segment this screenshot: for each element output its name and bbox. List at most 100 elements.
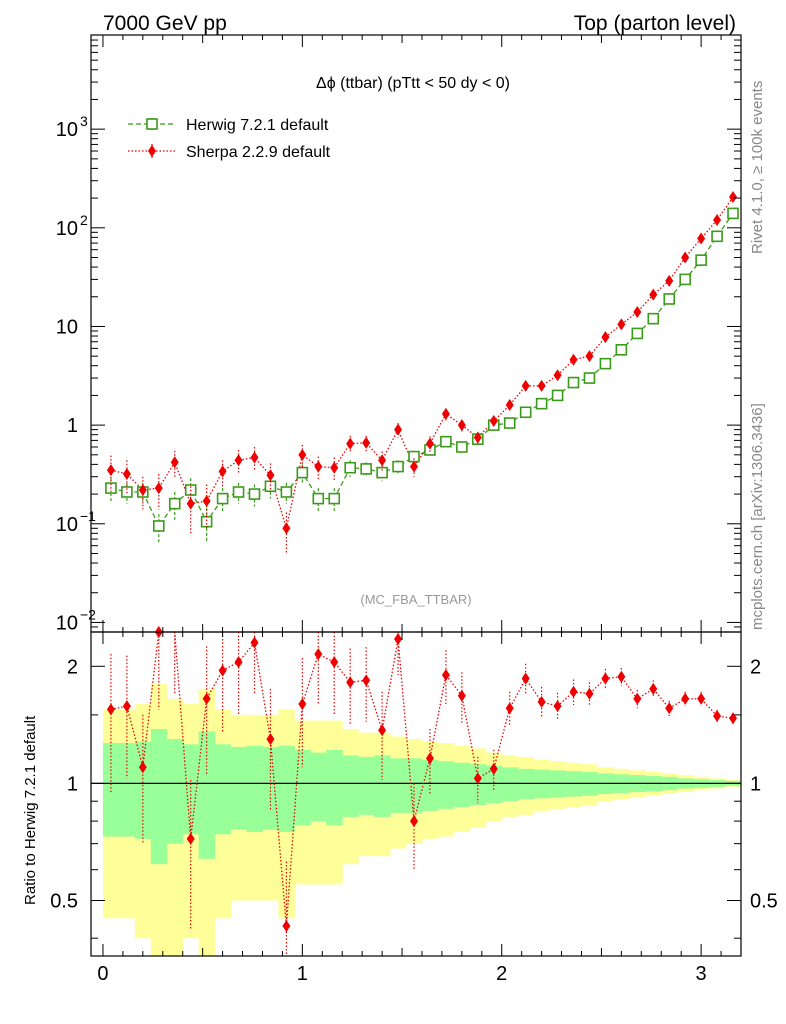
ratio-sherpa-point bbox=[649, 682, 658, 695]
collision-label: 7000 GeV pp bbox=[103, 12, 227, 35]
x-tick-label: 0 bbox=[97, 963, 108, 985]
ratio-sherpa-point bbox=[266, 733, 275, 746]
ratio-band-inner bbox=[102, 743, 120, 837]
ratio-band-inner bbox=[326, 749, 343, 826]
ratio-sherpa-point bbox=[537, 695, 546, 708]
herwig-point bbox=[392, 460, 404, 473]
ratio-band-inner bbox=[374, 755, 391, 817]
ratio-sherpa-point bbox=[186, 832, 195, 845]
ratio-y-tick-label-right: 1 bbox=[750, 773, 761, 795]
ratio-band-inner bbox=[517, 768, 535, 800]
herwig-point bbox=[312, 492, 325, 505]
main-panel-series bbox=[105, 191, 739, 554]
ratio-sherpa-point bbox=[330, 656, 339, 669]
mcplots-label: mcplots.cern.ch [arXiv:1306.3436] bbox=[749, 403, 766, 630]
ratio-sherpa-point bbox=[202, 692, 211, 705]
ratio-sherpa-point bbox=[713, 710, 722, 723]
ratio-sherpa-point bbox=[617, 670, 626, 683]
herwig-point bbox=[440, 435, 452, 448]
ratio-band-inner bbox=[246, 745, 263, 832]
ratio-band-inner bbox=[501, 767, 519, 802]
ratio-sherpa-point bbox=[282, 919, 291, 932]
sherpa-point bbox=[649, 288, 658, 301]
sherpa-point bbox=[425, 437, 434, 450]
herwig-point bbox=[711, 230, 723, 243]
herwig-point bbox=[631, 327, 644, 340]
sherpa-point bbox=[202, 495, 211, 508]
sherpa-point bbox=[266, 469, 275, 482]
ratio-sherpa-point bbox=[553, 700, 562, 713]
ratio-panel-frame bbox=[90, 631, 742, 957]
sherpa-point bbox=[250, 451, 259, 464]
sherpa-point bbox=[410, 460, 419, 473]
herwig-point bbox=[535, 397, 548, 410]
ratio-sherpa-point bbox=[234, 656, 243, 669]
legend-sherpa-label: Sherpa 2.2.9 default bbox=[186, 144, 331, 161]
ratio-sherpa-point bbox=[298, 697, 307, 710]
sherpa-point bbox=[489, 415, 498, 428]
ratio-panel-axes: 0.5 0.5 1 1 2 2 0 1 2 3 bbox=[50, 632, 778, 985]
herwig-point bbox=[615, 344, 628, 356]
ratio-band-inner bbox=[134, 741, 152, 839]
ratio-sherpa-point bbox=[633, 692, 642, 705]
rivet-label: Rivet 4.1.0, ≥ 100k events bbox=[749, 81, 766, 254]
ratio-sherpa-point bbox=[457, 689, 466, 702]
herwig-point bbox=[599, 357, 612, 370]
ratio-sherpa-point bbox=[250, 636, 259, 649]
herwig-point bbox=[296, 466, 309, 479]
legend-herwig-marker bbox=[146, 118, 158, 130]
main-y-tick-exponent: −1 bbox=[80, 508, 96, 524]
legend-herwig: Herwig 7.2.1 default bbox=[128, 117, 329, 134]
sherpa-point bbox=[601, 331, 610, 344]
sherpa-point bbox=[346, 437, 355, 450]
herwig-point bbox=[344, 461, 357, 474]
ratio-band-inner bbox=[278, 745, 295, 832]
ratio-panel-series bbox=[106, 626, 738, 956]
sherpa-point bbox=[394, 423, 403, 436]
herwig-point bbox=[360, 463, 372, 475]
herwig-point bbox=[408, 450, 420, 463]
herwig-point bbox=[695, 254, 707, 266]
plot-title: Δϕ (ttbar) (pTtt < 50 dy < 0) bbox=[316, 75, 510, 92]
ratio-band-inner bbox=[310, 752, 327, 822]
main-y-tick-label: 10 bbox=[56, 612, 78, 634]
ratio-band-inner bbox=[166, 739, 184, 844]
ratio-band-inner bbox=[230, 747, 248, 830]
sherpa-point bbox=[106, 464, 115, 477]
ratio-band-inner bbox=[294, 749, 311, 826]
ratio-band-inner bbox=[533, 769, 551, 799]
ratio-band-inner bbox=[358, 756, 375, 815]
ratio-y-tick-label-right: 0.5 bbox=[750, 890, 778, 912]
sherpa-point bbox=[330, 461, 339, 474]
herwig-point bbox=[232, 486, 245, 498]
ratio-band-inner bbox=[437, 761, 455, 809]
herwig-point bbox=[567, 376, 580, 389]
sherpa-point bbox=[505, 398, 514, 411]
main-y-tick-label: 10 bbox=[56, 218, 78, 240]
ratio-sherpa-point bbox=[106, 703, 115, 716]
sherpa-point bbox=[473, 431, 482, 444]
herwig-point bbox=[583, 372, 596, 384]
ratio-sherpa-point bbox=[489, 762, 498, 775]
herwig-point bbox=[168, 497, 181, 510]
main-y-tick-exponent: 2 bbox=[80, 212, 88, 228]
herwig-point bbox=[663, 293, 676, 305]
ratio-band-inner bbox=[485, 765, 503, 804]
ratio-sherpa-point bbox=[425, 752, 434, 765]
ratio-band-inner bbox=[150, 728, 168, 865]
sherpa-point bbox=[521, 379, 530, 392]
herwig-point bbox=[328, 492, 341, 505]
ratio-sherpa-point bbox=[505, 702, 514, 715]
ratio-sherpa-point bbox=[314, 648, 323, 661]
ratio-band-inner bbox=[182, 744, 200, 835]
sherpa-line bbox=[110, 196, 734, 531]
herwig-point bbox=[376, 466, 388, 479]
ratio-sherpa-point bbox=[601, 672, 610, 685]
sherpa-point bbox=[537, 379, 546, 392]
sherpa-point bbox=[170, 456, 179, 469]
herwig-point bbox=[679, 273, 691, 286]
herwig-point bbox=[503, 417, 516, 429]
main-y-tick-label: 10 bbox=[56, 514, 78, 536]
